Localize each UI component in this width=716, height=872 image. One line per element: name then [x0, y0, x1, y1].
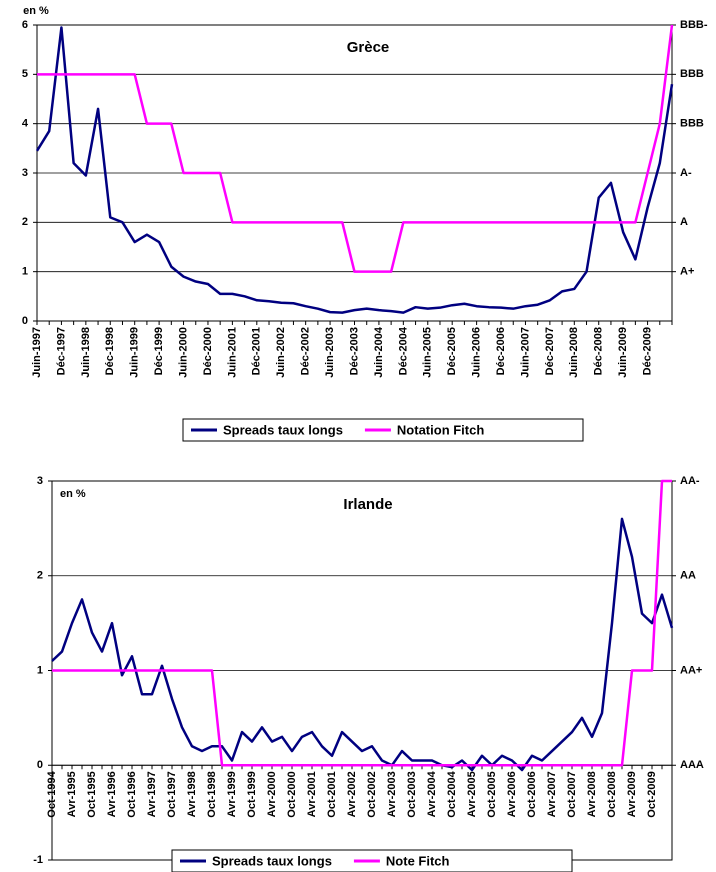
x-tick-label: Juin-2000 [177, 327, 189, 378]
x-tick-label: Déc-2000 [202, 327, 214, 375]
x-tick-label: Déc-2002 [300, 327, 312, 375]
legend-label: Spreads taux longs [212, 853, 332, 868]
x-tick-label: Oct-1999 [246, 771, 258, 817]
x-tick-label: Oct-2000 [286, 771, 298, 817]
x-tick-label: Oct-1997 [166, 771, 178, 817]
x-tick-label: Avr-2007 [546, 771, 558, 817]
x-tick-label: Avr-2002 [346, 771, 358, 817]
y-tick-label: 3 [22, 167, 28, 179]
x-tick-label: Déc-2001 [251, 327, 263, 375]
series-line [51, 517, 674, 772]
x-tick-label: Juin-2006 [471, 327, 483, 378]
x-tick-label: Oct-1995 [86, 771, 98, 817]
x-tick-label: Avr-2009 [626, 771, 638, 817]
annotation: en % [60, 488, 86, 500]
x-tick-label: Déc-2004 [397, 326, 409, 375]
x-tick-label: Juin-2003 [324, 327, 336, 378]
series-line [52, 479, 672, 767]
y-tick-label: 1 [37, 664, 43, 676]
x-tick-label: Déc-2007 [544, 327, 556, 375]
y-tick-label: 0 [22, 315, 28, 327]
x-tick-label: Avr-1998 [186, 771, 198, 817]
x-tick-label: Oct-2003 [406, 771, 418, 817]
y2-tick-label: AA- [680, 475, 700, 487]
x-tick-label: Avr-1996 [106, 771, 118, 817]
chart-title: Irlande [343, 496, 392, 513]
x-tick-label: Juin-2005 [422, 327, 434, 378]
x-tick-label: Déc-2003 [348, 327, 360, 375]
y-tick-label: 1 [22, 266, 28, 278]
series-line [35, 26, 674, 314]
x-tick-label: Juin-2001 [226, 327, 238, 378]
x-tick-label: Juin-2008 [568, 327, 580, 378]
series-line [37, 24, 674, 273]
x-tick-label: Oct-2008 [606, 771, 618, 817]
x-tick-label: Juin-2002 [275, 327, 287, 378]
x-tick-label: Déc-2005 [446, 327, 458, 375]
x-tick-label: Juin-1999 [129, 327, 141, 378]
x-tick-label: Avr-1997 [146, 771, 158, 817]
x-tick-label: Oct-2004 [446, 770, 458, 817]
y-tick-label: 3 [37, 475, 43, 487]
y2-tick-label: AAA [680, 759, 704, 771]
y2-tick-label: AA+ [680, 664, 702, 676]
x-tick-label: Avr-1995 [66, 771, 78, 817]
x-tick-label: Avr-2008 [586, 771, 598, 817]
x-tick-label: Déc-2009 [641, 327, 653, 375]
x-tick-label: Oct-1996 [126, 771, 138, 817]
y-tick-label: -1 [33, 854, 43, 866]
x-tick-label: Juin-2007 [519, 327, 531, 378]
y2-tick-label: BBB- [680, 19, 708, 31]
x-tick-label: Déc-1999 [153, 327, 165, 375]
y-tick-label: 2 [37, 570, 43, 582]
x-tick-label: Juin-1997 [31, 327, 43, 378]
y2-tick-label: A [680, 216, 688, 228]
annotation: en % [23, 5, 49, 17]
y2-tick-label: A- [680, 167, 692, 179]
x-tick-label: Oct-2006 [526, 771, 538, 817]
x-tick-label: Oct-2009 [646, 771, 658, 817]
x-tick-label: Avr-2000 [266, 771, 278, 817]
y2-tick-label: BBB [680, 68, 704, 80]
x-tick-label: Oct-2005 [486, 771, 498, 817]
y2-tick-label: A+ [680, 266, 694, 278]
x-tick-label: Oct-2001 [326, 771, 338, 817]
y2-tick-label: BBB [680, 118, 704, 130]
x-tick-label: Avr-2005 [466, 771, 478, 817]
legend-label: Note Fitch [386, 853, 450, 868]
x-tick-label: Oct-2002 [366, 771, 378, 817]
x-tick-label: Oct-1998 [206, 771, 218, 817]
x-tick-label: Juin-2004 [373, 326, 385, 378]
x-tick-label: Avr-2006 [506, 771, 518, 817]
y-tick-label: 2 [22, 216, 28, 228]
legend-label: Notation Fitch [397, 422, 484, 437]
x-tick-label: Déc-1998 [104, 327, 116, 375]
y-tick-label: 4 [22, 118, 29, 130]
x-tick-label: Déc-1997 [55, 327, 67, 375]
y-tick-label: 0 [37, 759, 43, 771]
y-tick-label: 6 [22, 19, 28, 31]
x-tick-label: Avr-2003 [386, 771, 398, 817]
x-tick-label: Juin-2009 [617, 327, 629, 378]
legend-label: Spreads taux longs [223, 422, 343, 437]
x-tick-label: Oct-1994 [46, 770, 58, 817]
x-tick-label: Oct-2007 [566, 771, 578, 817]
x-tick-label: Déc-2008 [593, 327, 605, 375]
y2-tick-label: AA [680, 570, 696, 582]
x-tick-label: Avr-2001 [306, 771, 318, 817]
x-tick-label: Avr-2004 [426, 770, 438, 817]
chart-title: Grèce [347, 39, 390, 56]
x-tick-label: Déc-2006 [495, 327, 507, 375]
x-tick-label: Avr-1999 [226, 771, 238, 817]
x-tick-label: Juin-1998 [80, 327, 92, 378]
y-tick-label: 5 [22, 68, 28, 80]
